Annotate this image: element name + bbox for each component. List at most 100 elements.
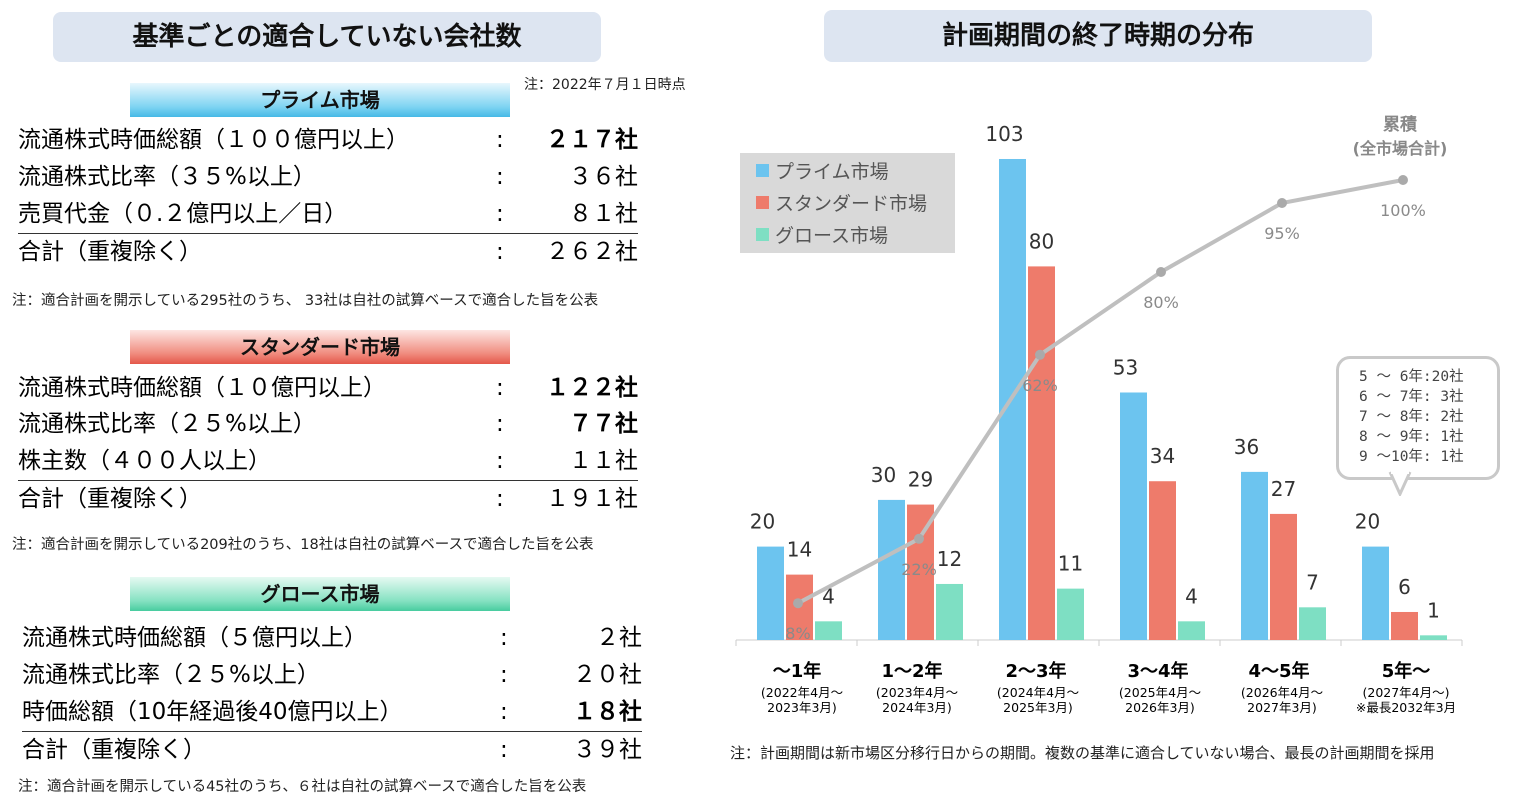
criterion-label: 売買代金（０.２億円以上／日）	[18, 201, 348, 227]
growth-total-row: 合計（重複除く） : ３９社	[22, 731, 642, 768]
prime-total-row: 合計（重複除く） : ２６２社	[18, 233, 638, 270]
bar-value-label: 29	[908, 468, 933, 492]
category-sublabel-line: 2023年3月)	[767, 700, 837, 715]
category-label: ～1年	[772, 661, 822, 682]
bar-growth	[1299, 607, 1326, 640]
criterion-value: ３６社	[569, 164, 638, 190]
category-sublabel: (2025年4月～ 2026年3月)	[1095, 685, 1225, 715]
callout-line: 9 ～10年: 1社	[1359, 449, 1464, 465]
cumulative-line	[797, 178, 1404, 605]
prime-note: 注：適合計画を開示している295社のうち、 33社は自社の試算ベースで適合した旨…	[12, 293, 599, 309]
legend-item-prime: プライム市場	[756, 157, 889, 184]
callout-line: 6 ～ 7年: 3社	[1359, 389, 1464, 405]
bar-standard	[1391, 611, 1418, 640]
cumulative-value-label: 62%	[1022, 376, 1058, 395]
bar-prime	[1120, 392, 1147, 640]
cumulative-value-label: 8%	[785, 624, 810, 643]
colon: :	[496, 486, 504, 512]
bar-value-label: 4	[1185, 584, 1198, 608]
colon: :	[500, 662, 508, 688]
cumulative-point	[1156, 267, 1166, 277]
colon: :	[496, 448, 504, 474]
criterion-label: 流通株式時価総額（１００億円以上）	[18, 127, 409, 153]
callout-tail	[1388, 470, 1412, 496]
category-label: 2～3年	[1005, 661, 1067, 682]
total-value: １９１社	[546, 486, 638, 512]
bar-prime	[757, 546, 784, 640]
legend-item-standard: スタンダード市場	[756, 189, 927, 216]
standard-criterion-row: 流通株式時価総額（１０億円以上） : １２２社	[18, 370, 638, 406]
cumulative-point	[1277, 198, 1287, 208]
bar-prime	[878, 499, 905, 640]
category-sublabel-line: (2025年4月～	[1118, 685, 1202, 700]
criterion-value: １８社	[573, 699, 642, 725]
colon: :	[496, 127, 504, 153]
bar-value-label: 11	[1058, 552, 1083, 576]
bar-standard	[1270, 513, 1297, 640]
bar-value-label: 36	[1234, 435, 1259, 459]
growth-note: 注：適合計画を開示している45社のうち、６社は自社の試算ベースで適合した旨を公表	[18, 779, 587, 795]
colon: :	[496, 375, 504, 401]
total-label: 合計（重複除く）	[18, 486, 202, 512]
cumulative-point	[1398, 175, 1408, 185]
colon: :	[496, 239, 504, 265]
criterion-label: 流通株式比率（２５%以上）	[18, 411, 316, 437]
growth-criterion-row: 時価総額（10年経過後40億円以上） : １８社	[22, 694, 642, 730]
colon: :	[496, 411, 504, 437]
cumulative-value-label: 22%	[901, 560, 937, 579]
criterion-label: 流通株式比率（３５%以上）	[18, 164, 316, 190]
legend-label: グロース市場	[775, 225, 889, 247]
criterion-label: 流通株式比率（２５%以上）	[22, 662, 320, 688]
left-panel-title: 基準ごとの適合していない会社数	[53, 12, 601, 62]
bar-value-label: 30	[871, 463, 896, 487]
cumulative-point	[793, 598, 803, 609]
cumulative-label-line2: (全市場合計)	[1352, 139, 1448, 158]
cumulative-value-label: 100%	[1380, 201, 1426, 220]
bar-prime	[1362, 546, 1389, 640]
prime-market-header: プライム市場	[130, 83, 510, 117]
standard-total-row: 合計（重複除く） : １９１社	[18, 480, 638, 517]
bar-value-label: 6	[1398, 575, 1411, 599]
criterion-value: ２０社	[573, 662, 642, 688]
category-sublabel-line: 2025年3月)	[1003, 700, 1073, 715]
criterion-value: ７７社	[569, 411, 638, 437]
growth-criterion-row: 流通株式比率（２５%以上） : ２０社	[22, 657, 642, 693]
cumulative-value-label: 80%	[1143, 293, 1179, 312]
cumulative-label: 累積 (全市場合計)	[1330, 110, 1470, 159]
cumulative-label-line1: 累積	[1383, 115, 1417, 135]
colon: :	[496, 164, 504, 190]
category-sublabel: (2023年4月～ 2024年3月)	[852, 685, 982, 715]
bar-value-label: 27	[1271, 477, 1296, 501]
callout-line: 5 ～ 6年:20社	[1359, 369, 1464, 385]
category-sublabel-line: (2024年4月～	[996, 685, 1080, 700]
category-sublabel: (2027年4月～) ※最長2032年3月	[1341, 685, 1471, 715]
cumulative-value-label: 95%	[1264, 224, 1300, 243]
bar-growth	[1178, 621, 1205, 640]
colon: :	[500, 699, 508, 725]
legend-swatch	[756, 196, 769, 209]
total-value: ２６２社	[546, 239, 638, 265]
criterion-value: ２社	[596, 625, 642, 651]
bar-standard	[1028, 266, 1055, 640]
category-sublabel-line: (2026年4月～	[1240, 685, 1324, 700]
standard-criterion-row: 株主数（４００人以上） : １１社	[18, 443, 638, 479]
category-sublabel-line: 2024年3月)	[882, 700, 952, 715]
criterion-value: １１社	[569, 448, 638, 474]
chart-footnote: 注：計画期間は新市場区分移行日からの期間。複数の基準に適合していない場合、最長の…	[730, 744, 1435, 762]
category-sublabel-line: ※最長2032年3月	[1355, 700, 1457, 715]
criterion-label: 時価総額（10年経過後40億円以上）	[22, 699, 403, 725]
category-label: 5年～	[1381, 661, 1431, 682]
category-label: 3～4年	[1127, 661, 1189, 682]
bar-value-label: 20	[750, 510, 775, 534]
colon: :	[500, 625, 508, 651]
criterion-label: 流通株式時価総額（１０億円以上）	[18, 375, 386, 401]
prime-criterion-row: 流通株式時価総額（１００億円以上） : ２１７社	[18, 122, 638, 158]
criterion-label: 株主数（４００人以上）	[18, 448, 271, 474]
category-sublabel-line: (2027年4月～)	[1362, 685, 1450, 700]
category-label: 1～2年	[881, 661, 943, 682]
category-label: 4～5年	[1248, 661, 1310, 682]
total-label: 合計（重複除く）	[22, 737, 206, 763]
callout-line: 7 ～ 8年: 2社	[1359, 409, 1464, 425]
standard-note: 注：適合計画を開示している209社のうち、18社は自社の試算ベースで適合した旨を…	[12, 537, 594, 553]
right-panel-title: 計画期間の終了時期の分布	[824, 10, 1372, 62]
